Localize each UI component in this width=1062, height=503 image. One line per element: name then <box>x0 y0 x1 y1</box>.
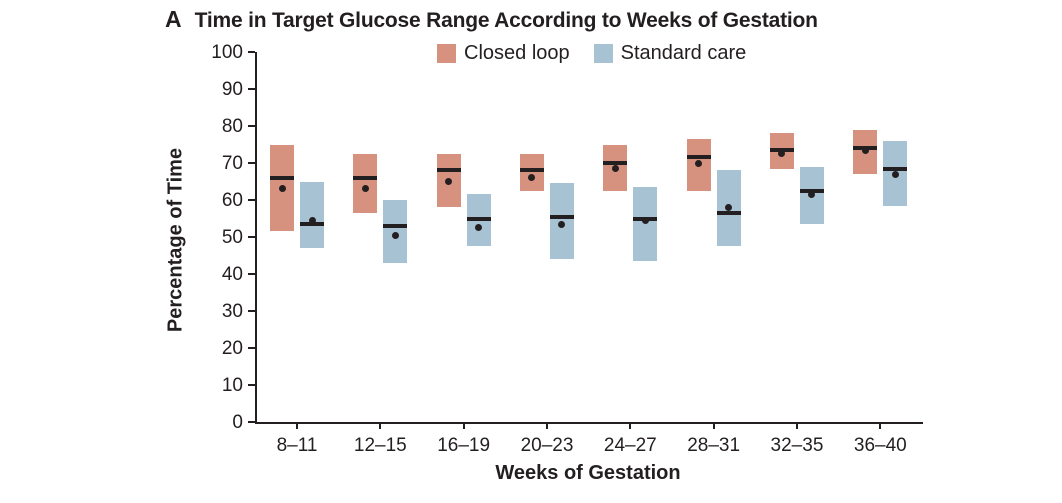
legend-item-closed-loop: Closed loop <box>437 42 570 65</box>
y-axis-tick <box>248 125 255 127</box>
median-line-standard-care <box>799 188 824 193</box>
y-tick-label: 20 <box>221 338 243 359</box>
mean-dot-standard-care <box>558 220 566 228</box>
y-axis-tick <box>248 310 255 312</box>
mean-dot-standard-care <box>308 216 316 224</box>
plot-area: 0 10 20 30 40 50 60 70 80 90 100 8–11 12–15 16–19 20–2… <box>211 43 923 455</box>
y-axis-tick <box>248 236 255 238</box>
mean-dot-closed-loop <box>695 159 703 167</box>
y-tick-label: 100 <box>211 42 243 63</box>
x-tick-label: 12–15 <box>353 435 407 456</box>
y-tick-label: 0 <box>232 412 243 433</box>
y-axis-tick <box>248 421 255 423</box>
mean-dot-closed-loop <box>361 185 369 193</box>
y-axis-tick <box>248 384 255 386</box>
y-axis-tick <box>248 51 255 53</box>
box-standard-care <box>300 181 324 249</box>
y-tick-label: 60 <box>221 190 243 211</box>
y-axis-title: Percentage of Time <box>164 147 187 333</box>
x-axis-tick <box>296 422 298 429</box>
mean-dot-standard-care <box>891 170 899 178</box>
y-tick-label: 80 <box>221 116 243 137</box>
mean-dot-standard-care <box>641 216 649 224</box>
mean-dot-closed-loop <box>778 150 786 158</box>
x-axis-tick <box>462 422 465 429</box>
closed-loop-swatch <box>437 44 456 63</box>
y-tick-label: 10 <box>221 375 243 396</box>
mean-dot-standard-care <box>475 224 483 232</box>
y-tick-label: 90 <box>221 79 243 100</box>
x-tick-label: 36–40 <box>853 435 907 456</box>
x-axis-tick <box>629 422 632 429</box>
x-tick-label: 32–35 <box>770 435 824 456</box>
mean-dot-closed-loop <box>445 178 453 185</box>
median-line-standard-care <box>549 214 574 219</box>
box-standard-care <box>633 187 658 262</box>
y-tick-label: 50 <box>221 227 243 248</box>
mean-dot-standard-care <box>391 231 399 239</box>
y-axis-tick <box>248 273 255 275</box>
median-line-standard-care <box>383 223 408 228</box>
y-axis-tick <box>248 199 255 201</box>
y-tick-label: 30 <box>221 301 243 322</box>
x-axis-tick <box>545 422 548 429</box>
x-axis-title: Weeks of Gestation <box>495 462 681 484</box>
median-line-standard-care <box>883 166 908 171</box>
median-line-closed-loop <box>686 155 711 160</box>
x-tick-label: 20–23 <box>520 435 574 456</box>
standard-care-label: Standard care <box>620 42 747 64</box>
mean-dot-closed-loop <box>528 174 536 182</box>
mean-dot-closed-loop <box>861 146 869 154</box>
y-axis-tick <box>248 88 255 90</box>
legend: Closed loop Standard care <box>437 42 746 65</box>
x-axis-tick <box>795 422 798 429</box>
mean-dot-standard-care <box>725 203 733 211</box>
median-line-standard-care <box>466 216 491 221</box>
median-line-standard-care <box>300 222 324 227</box>
closed-loop-label: Closed loop <box>464 42 570 64</box>
standard-care-swatch <box>593 44 613 63</box>
box-standard-care <box>383 200 408 263</box>
mean-dot-closed-loop <box>278 185 286 193</box>
median-line-closed-loop <box>519 168 544 173</box>
x-tick-label: 24–27 <box>603 435 657 456</box>
chart-title-text: Time in Target Glucose Range According t… <box>194 9 818 32</box>
x-tick-label: 16–19 <box>437 435 491 456</box>
legend-item-standard-care: Standard care <box>593 42 747 65</box>
x-axis-tick <box>879 422 882 429</box>
panel-label: A <box>165 6 182 32</box>
median-line-closed-loop <box>436 168 461 173</box>
mean-dot-closed-loop <box>611 165 619 173</box>
y-axis-tick <box>248 347 255 349</box>
median-line-closed-loop <box>270 175 294 180</box>
median-line-closed-loop <box>769 148 794 153</box>
median-line-closed-loop <box>353 175 378 180</box>
mean-dot-standard-care <box>808 190 816 198</box>
y-tick-label: 70 <box>221 153 243 174</box>
x-tick-label: 8–11 <box>276 435 318 456</box>
box-closed-loop <box>353 153 378 213</box>
y-tick-label: 40 <box>221 264 243 285</box>
y-axis-tick <box>248 162 255 164</box>
chart-title: A Time in Target Glucose Range According… <box>165 6 818 33</box>
x-axis-tick <box>379 422 382 429</box>
median-line-standard-care <box>716 210 741 215</box>
median-line-closed-loop <box>603 161 628 165</box>
x-axis-tick <box>712 422 715 429</box>
x-tick-label: 28–31 <box>687 435 741 456</box>
